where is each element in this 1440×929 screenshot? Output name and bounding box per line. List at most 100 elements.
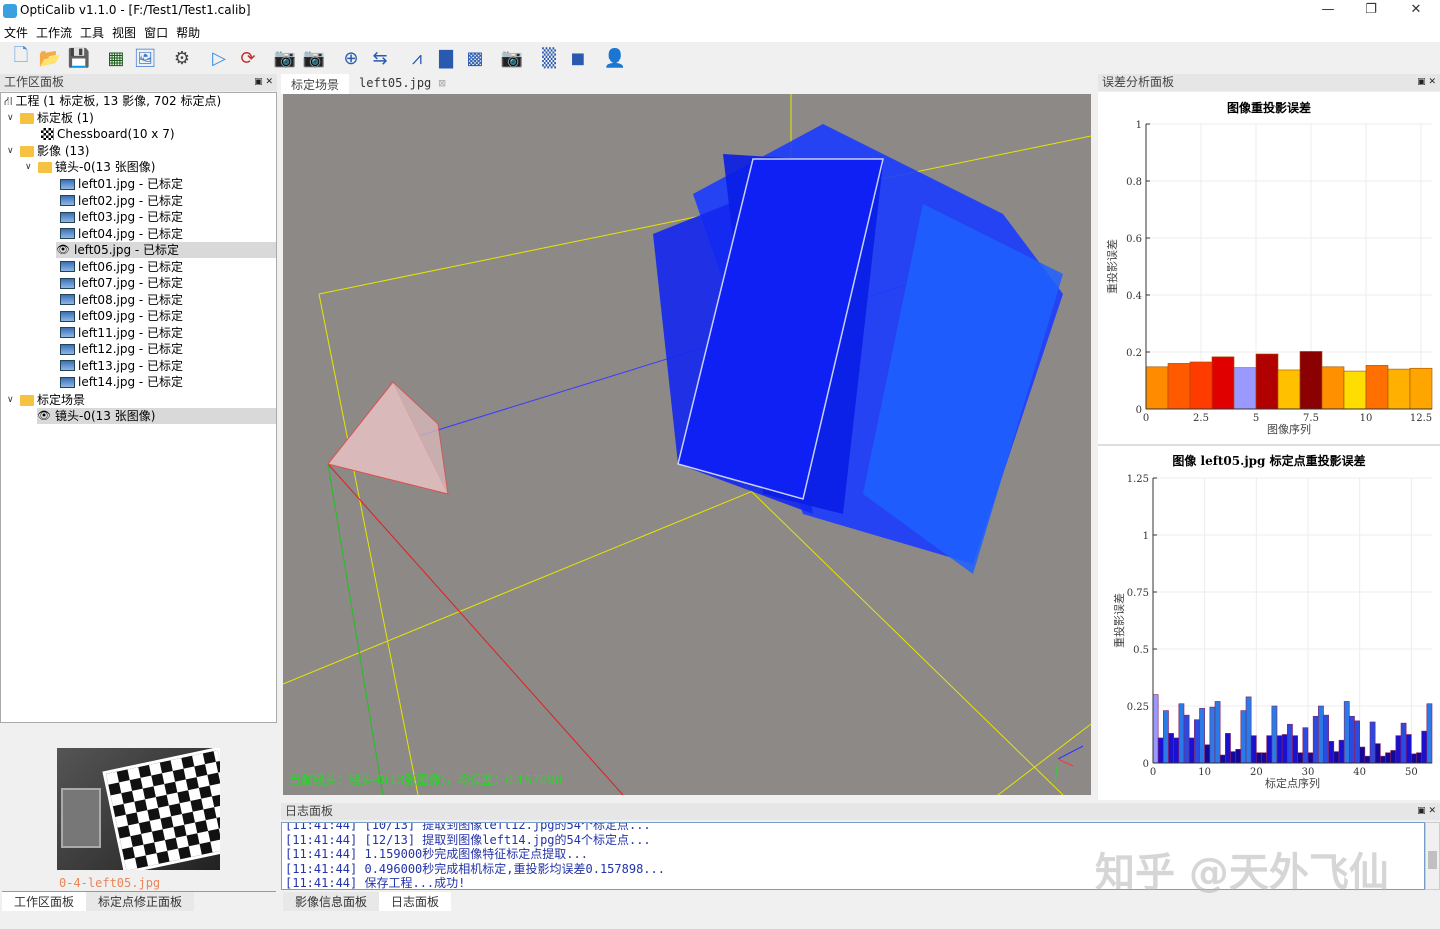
panel-float-close-icons[interactable]: ▣ ✕: [254, 77, 273, 87]
camera-zoom-in-icon[interactable]: 📷: [273, 47, 297, 69]
minimize-button[interactable]: —: [1321, 2, 1335, 17]
x-tick-label: 50: [1405, 767, 1418, 778]
close-button[interactable]: ✕: [1410, 2, 1422, 17]
save-icon[interactable]: 💾: [67, 47, 91, 69]
y-tick-label: 0.6: [1126, 234, 1142, 245]
tab-left05-jpg[interactable]: left05.jpg ⊠: [349, 74, 456, 94]
chevron-down-icon[interactable]: ∨: [7, 395, 14, 405]
eye-icon[interactable]: 👁: [56, 243, 70, 256]
camera-zoom-out-icon[interactable]: 📷: [302, 47, 326, 69]
camera-icon[interactable]: 📷: [500, 47, 524, 69]
tree-item-image-file[interactable]: left06.jpg - 已标定: [60, 259, 183, 275]
folder-icon: [20, 112, 34, 124]
tree-item-image-file[interactable]: left08.jpg - 已标定: [60, 292, 183, 308]
tree-item-image-file[interactable]: left13.jpg - 已标定: [60, 358, 183, 374]
panel-float-close-icons[interactable]: ▣ ✕: [1417, 77, 1436, 87]
chevron-down-icon[interactable]: ∨: [7, 113, 14, 123]
x-tick-label: 10: [1360, 413, 1373, 424]
x-tick-label: 2.5: [1193, 413, 1209, 424]
settings-icon[interactable]: ⚙: [173, 47, 191, 69]
bar: [1390, 750, 1397, 764]
error-analysis-panel-header: 误差分析面板 ▣ ✕: [1098, 74, 1440, 91]
image-file-icon: [60, 360, 75, 371]
folder-icon: [20, 394, 34, 406]
eye-icon[interactable]: 👁: [37, 409, 51, 422]
tree-item-boards[interactable]: ∨ 标定板 (1): [7, 110, 94, 126]
split-icon[interactable]: ⊕: [343, 47, 359, 69]
tree-root[interactable]: ⛙ 工程 (1 标定板, 13 影像, 702 标定点): [4, 93, 221, 109]
swap-icon[interactable]: ⇆: [372, 47, 388, 69]
folder-icon: [38, 161, 52, 173]
chevron-down-icon[interactable]: ∨: [25, 162, 32, 172]
folder-icon: [20, 145, 34, 157]
add-board-icon[interactable]: ▦: [107, 47, 125, 69]
bar: [1354, 720, 1360, 764]
tree-item-image-file[interactable]: left01.jpg - 已标定: [60, 176, 183, 192]
bar: [1199, 707, 1205, 764]
new-file-icon[interactable]: 🗋: [13, 45, 29, 66]
refresh-icon[interactable]: ⟳: [240, 47, 256, 69]
tree-item-image-file[interactable]: left09.jpg - 已标定: [60, 308, 183, 324]
maximize-button[interactable]: ❐: [1365, 2, 1377, 17]
panel-float-close-icons[interactable]: ▣ ✕: [1417, 806, 1436, 816]
chevron-down-icon[interactable]: ∨: [7, 146, 14, 156]
log-line: [11:41:44] 1.159000秒完成图像特征标定点提取...: [285, 847, 588, 861]
ruler-icon[interactable]: ⩘: [411, 47, 423, 69]
menu-tools[interactable]: 工具: [80, 26, 105, 40]
menu-help[interactable]: 帮助: [176, 26, 201, 40]
open-folder-icon[interactable]: 📂: [38, 47, 62, 69]
tree-item-image-file[interactable]: 👁 left05.jpg - 已标定: [56, 242, 276, 258]
tree-item-chessboard[interactable]: Chessboard(10 x 7): [41, 126, 175, 142]
tree-item-lens[interactable]: ∨ 镜头-0(13 张图像): [25, 159, 155, 175]
y-tick-label: 0.2: [1126, 348, 1142, 359]
tab-workspace-panel[interactable]: 工作区面板: [2, 892, 87, 911]
tree-item-image-file[interactable]: left04.jpg - 已标定: [60, 226, 183, 242]
tree-item-image-file[interactable]: left12.jpg - 已标定: [60, 341, 183, 357]
menu-file[interactable]: 文件: [4, 26, 29, 40]
menu-window[interactable]: 窗口: [144, 26, 169, 40]
board-ruler-icon[interactable]: ▇: [439, 47, 453, 69]
x-tick-label: 12.5: [1410, 413, 1432, 424]
tree-item-image-file[interactable]: left11.jpg - 已标定: [60, 325, 183, 341]
log-scrollbar[interactable]: [1425, 822, 1440, 890]
tab-close-icon[interactable]: ⊠: [438, 76, 446, 90]
bar: [1225, 733, 1231, 764]
chart-title: 图像 left05.jpg 标定点重投影误差: [1172, 454, 1366, 468]
user-view-icon[interactable]: 👤: [603, 47, 627, 69]
pattern-icon[interactable]: ▒: [542, 47, 556, 69]
image-file-icon: [60, 343, 75, 355]
y-tick-label: 1: [1143, 531, 1149, 542]
tree-item-image-file[interactable]: left07.jpg - 已标定: [60, 275, 183, 291]
bar: [1145, 366, 1169, 410]
tab-log-panel[interactable]: 日志面板: [379, 892, 452, 911]
tab-image-info-panel[interactable]: 影像信息面板: [283, 892, 380, 911]
tab-point-correction-panel[interactable]: 标定点修正面板: [86, 892, 195, 911]
x-tick-label: 0: [1150, 767, 1156, 778]
tree-item-image-file[interactable]: left14.jpg - 已标定: [60, 374, 183, 390]
tree-item-image-file[interactable]: left02.jpg - 已标定: [60, 193, 183, 209]
3d-scene-viewport[interactable]: 当前镜头：镜头-0(13张图像)，均误差：0.157898: [282, 94, 1092, 796]
x-axis-label: 标定点序列: [1265, 776, 1320, 790]
x-tick-label: 5: [1253, 413, 1259, 424]
bar: [1395, 735, 1402, 764]
layers-icon[interactable]: ◼: [570, 47, 586, 69]
tree-item-label: left11.jpg - 已标定: [78, 325, 184, 340]
tree-item-scene[interactable]: ∨ 标定场景: [7, 392, 85, 408]
tree-item-images[interactable]: ∨ 影像 (13): [7, 143, 89, 159]
run-icon[interactable]: ▷: [212, 47, 226, 69]
chart-title: 图像重投影误差: [1226, 101, 1311, 115]
log-output: [11:41:44] [10/13] 提取到图像left12.jpg的54个标定…: [281, 822, 1425, 890]
menu-workflow[interactable]: 工作流: [36, 26, 73, 40]
tree-item-label: 工程 (1 标定板, 13 影像, 702 标定点): [15, 94, 222, 108]
bar: [1261, 752, 1267, 764]
tree-item-image-file[interactable]: left03.jpg - 已标定: [60, 209, 183, 225]
image-thumbnail[interactable]: [57, 748, 220, 870]
bar: [1266, 735, 1273, 764]
tree-item-scene-lens[interactable]: 👁 镜头-0(13 张图像): [37, 408, 276, 424]
tab-calibration-scene[interactable]: 标定场景: [281, 74, 350, 94]
menu-view[interactable]: 视图: [112, 26, 137, 40]
checker-icon[interactable]: ▩: [466, 47, 484, 69]
log-panel-tabs: 影像信息面板 日志面板: [283, 892, 452, 911]
add-image-icon[interactable]: 🖼: [133, 47, 157, 69]
bar: [1214, 701, 1221, 764]
